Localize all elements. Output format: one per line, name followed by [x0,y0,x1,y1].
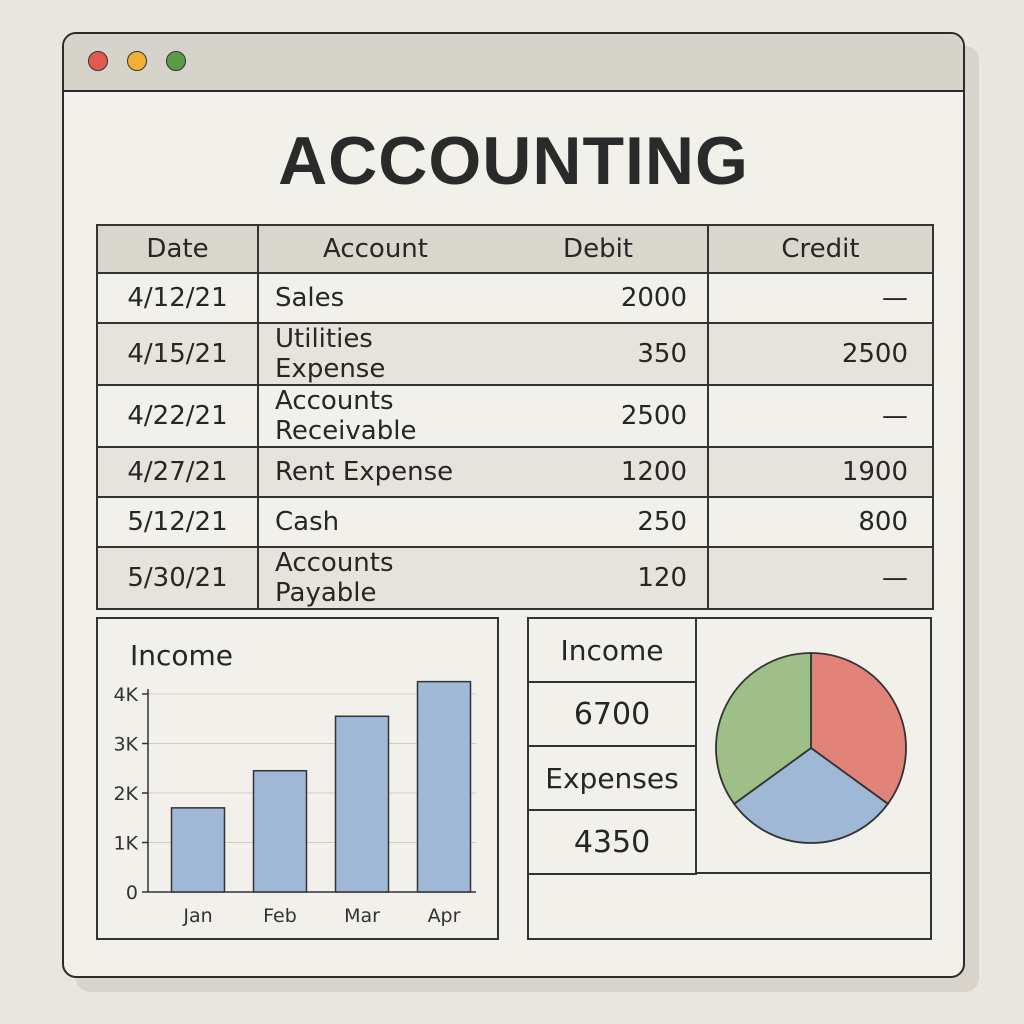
cell-credit: 1900 [707,446,934,498]
ledger-table: Date Account Debit Credit 4/12/21 Sales … [96,224,934,610]
income-value: 6700 [529,683,697,747]
cell-date: 4/12/21 [96,272,259,324]
table-row[interactable]: 5/12/21 Cash 250 800 [96,496,934,548]
expenses-value: 4350 [529,811,697,875]
column-header-debit[interactable]: Debit [483,224,709,274]
cell-debit: 1200 [483,446,709,498]
cell-credit: — [707,272,934,324]
close-window-button[interactable] [88,51,108,71]
pie-slice [810,652,907,806]
table-row[interactable]: 5/30/21 Accounts Payable 120 — [96,546,934,610]
table-row[interactable]: 4/15/21 Utilities Expense 350 2500 [96,322,934,386]
ledger-header-row: Date Account Debit Credit [96,224,934,274]
cell-account: Sales [257,272,483,324]
cell-debit: 250 [483,496,709,548]
cell-credit: 2500 [707,322,934,386]
cell-debit: 120 [483,546,709,610]
cell-account: Accounts Receivable [257,384,483,448]
expenses-label: Expenses [529,747,697,811]
pie-chart-area [697,619,930,874]
y-tick-label: 4K [113,684,138,706]
cell-credit: 800 [707,496,934,548]
y-tick-label: 2K [113,783,138,805]
summary-values: Income 6700 Expenses 4350 [529,619,697,875]
minimize-window-button[interactable] [127,51,147,71]
bar [334,715,390,893]
cell-date: 5/30/21 [96,546,259,610]
x-tick-label: Feb [263,905,297,927]
maximize-window-button[interactable] [166,51,186,71]
column-header-account[interactable]: Account [257,224,483,274]
column-header-credit[interactable]: Credit [707,224,934,274]
cell-credit: — [707,546,934,610]
pie-chart [715,652,907,844]
table-row[interactable]: 4/27/21 Rent Expense 1200 1900 [96,446,934,498]
summary-panel: Income 6700 Expenses 4350 [527,617,932,940]
cell-debit: 2000 [483,272,709,324]
y-tick-label: 1K [113,833,138,855]
app-window: ACCOUNTING Date Account Debit Credit 4/1… [62,32,965,978]
table-row[interactable]: 4/22/21 Accounts Receivable 2500 — [96,384,934,448]
cell-credit: — [707,384,934,448]
title-bar [64,34,963,92]
income-chart-panel: Income 0 1K 2K 3K 4K Jan Feb Mar Apr [96,617,499,940]
column-header-date[interactable]: Date [96,224,259,274]
cell-date: 4/27/21 [96,446,259,498]
y-tick-label: 0 [126,882,138,904]
income-label: Income [529,619,697,683]
page-title: ACCOUNTING [278,123,749,199]
y-tick-label: 3K [113,734,138,756]
cell-date: 4/22/21 [96,384,259,448]
bar [416,680,472,893]
cell-account: Rent Expense [257,446,483,498]
summary-footer [529,872,930,938]
cell-date: 5/12/21 [96,496,259,548]
x-tick-label: Apr [428,905,461,927]
income-bar-chart: 0 1K 2K 3K 4K Jan Feb Mar Apr [113,680,476,927]
x-tick-label: Jan [182,905,212,927]
cell-account: Cash [257,496,483,548]
cell-debit: 350 [483,322,709,386]
pie-slice [715,652,812,806]
pie-slice [732,746,890,844]
cell-date: 4/15/21 [96,322,259,386]
income-chart-title: Income [130,639,234,672]
bar [252,769,308,893]
cell-account: Accounts Payable [257,546,483,610]
cell-debit: 2500 [483,384,709,448]
x-tick-label: Mar [344,905,380,927]
cell-account: Utilities Expense [257,322,483,386]
bar [170,807,226,893]
table-row[interactable]: 4/12/21 Sales 2000 — [96,272,934,324]
